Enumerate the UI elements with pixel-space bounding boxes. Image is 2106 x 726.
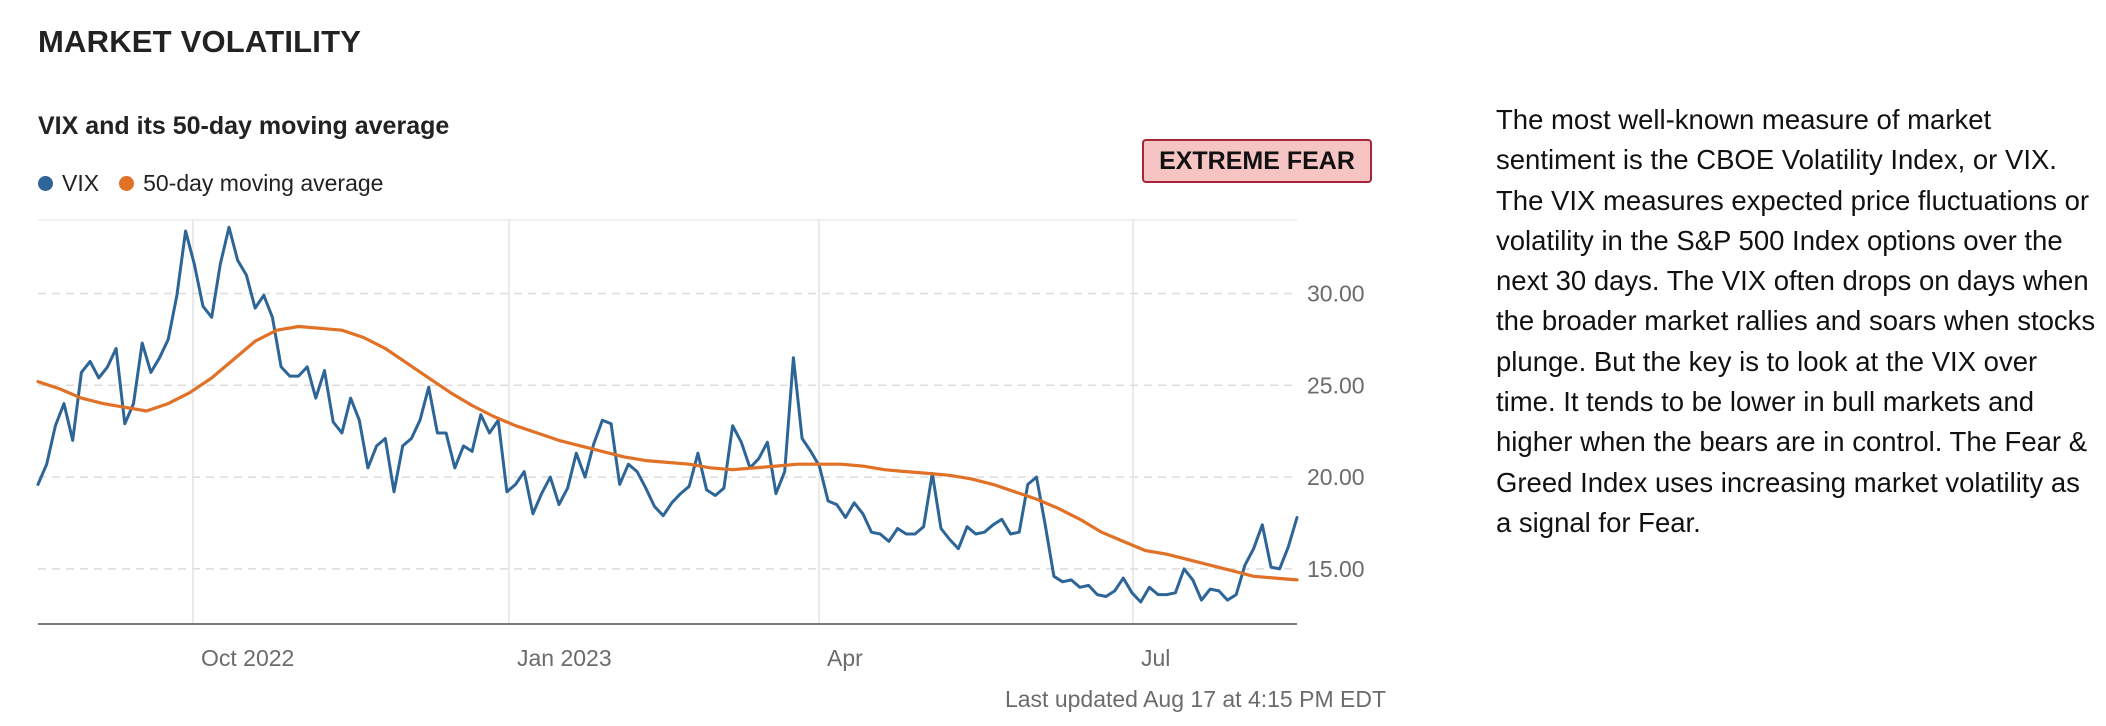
- last-updated-text: Last updated Aug 17 at 4:15 PM EDT: [1004, 686, 1386, 712]
- description-text: The most well-known measure of market se…: [1496, 104, 2096, 538]
- x-tick-label: Apr: [827, 645, 863, 671]
- y-tick-label: 30.00: [1307, 280, 1365, 306]
- legend-label-vix: VIX: [62, 170, 100, 196]
- y-tick-label: 20.00: [1307, 464, 1365, 490]
- vix-series-line: [36, 225, 1299, 604]
- vix-line-chart: Oct 2022 Jan 2023 Apr Jul 30.00 25.00 20.00 15.…: [36, 219, 1365, 671]
- legend-dot-vix: [38, 176, 53, 191]
- legend-dot-moving-average: [119, 176, 135, 191]
- y-tick-label: 25.00: [1307, 372, 1365, 398]
- fear-status-badge: EXTREME FEAR: [1142, 139, 1372, 183]
- x-tick-label: Jul: [1141, 645, 1170, 671]
- legend-label-moving-average: 50-day moving average: [143, 170, 384, 196]
- section-title: MARKET VOLATILITY: [38, 24, 362, 59]
- moving-average-series-line: [36, 324, 1299, 582]
- legend-item-vix[interactable]: VIX: [38, 170, 99, 197]
- x-tick-label: Jan 2023: [517, 645, 612, 671]
- chart-legend: VIX 50-day moving average: [38, 170, 403, 197]
- y-tick-label: 15.00: [1307, 556, 1365, 582]
- x-tick-label: Oct 2022: [201, 645, 294, 671]
- legend-item-moving-average[interactable]: 50-day moving average: [119, 170, 383, 197]
- chart-title: VIX and its 50-day moving average: [38, 112, 450, 140]
